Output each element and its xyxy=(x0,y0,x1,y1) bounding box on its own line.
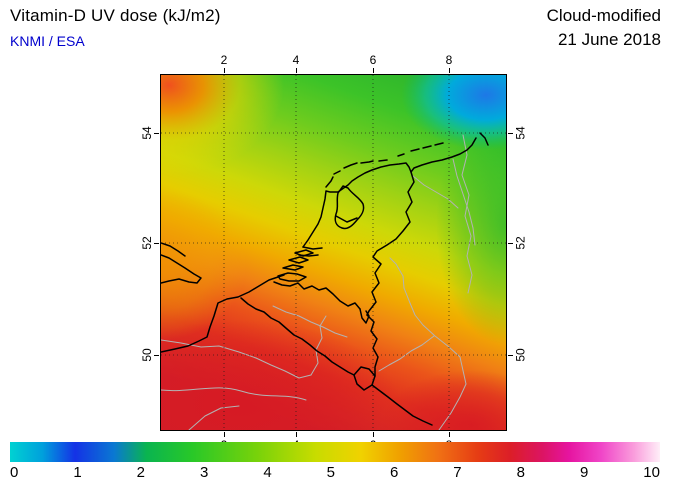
lon-tick xyxy=(373,432,374,437)
lat-tick-label-right: 52 xyxy=(513,236,527,250)
lon-tick xyxy=(449,68,450,73)
colorbar-tick-label: 4 xyxy=(263,464,272,481)
lat-tick xyxy=(154,133,159,134)
colorbar-tick-label: 0 xyxy=(10,464,19,481)
colorbar-labels: 0 1 2 3 4 5 6 7 8 9 10 xyxy=(10,464,660,481)
header-left: Vitamin-D UV dose (kJ/m2) KNMI / ESA xyxy=(10,6,221,49)
lon-tick xyxy=(224,432,225,437)
colorbar-tick-label: 1 xyxy=(73,464,82,481)
lon-tick xyxy=(296,68,297,73)
lon-tick xyxy=(296,432,297,437)
lon-tick-label-top: 4 xyxy=(292,53,300,67)
data-source: KNMI / ESA xyxy=(10,33,85,49)
map-frame: 2 4 6 8 2 4 6 8 54 52 50 54 52 50 xyxy=(140,53,527,452)
lat-tick xyxy=(508,133,513,134)
uv-dose-field-map xyxy=(161,75,506,430)
lat-tick-label-right: 54 xyxy=(513,126,527,140)
lat-tick-label-left: 54 xyxy=(140,126,154,140)
lon-tick-label-top: 2 xyxy=(220,53,228,67)
dose-color-field xyxy=(161,75,506,430)
colorbar-tick-label: 5 xyxy=(326,464,335,481)
colorbar-tick-label: 9 xyxy=(579,464,589,481)
lat-tick xyxy=(154,243,159,244)
mode-label: Cloud-modified xyxy=(546,6,661,25)
lon-tick-label-top: 8 xyxy=(445,53,453,67)
colorbar-gradient xyxy=(10,442,660,462)
lat-tick xyxy=(508,355,513,356)
lat-tick xyxy=(154,355,159,356)
colorbar-tick-label: 10 xyxy=(643,464,660,481)
lat-tick-label-right: 50 xyxy=(513,348,527,362)
colorbar-tick-label: 3 xyxy=(199,464,209,481)
date-label: 21 June 2018 xyxy=(557,30,661,49)
page-title: Vitamin-D UV dose (kJ/m2) xyxy=(10,6,221,25)
lon-tick xyxy=(373,68,374,73)
lat-tick xyxy=(508,243,513,244)
graticule-grid xyxy=(161,75,506,430)
lon-tick xyxy=(449,432,450,437)
header-right: Cloud-modified 21 June 2018 xyxy=(547,4,661,52)
colorbar-tick-label: 6 xyxy=(389,464,399,481)
lat-tick-label-left: 50 xyxy=(140,348,154,362)
colorbar-tick-label: 7 xyxy=(453,464,462,481)
coastline-and-border-lines xyxy=(161,132,489,426)
lat-tick-label-left: 52 xyxy=(140,236,154,250)
lon-tick-label-top: 6 xyxy=(369,53,377,67)
lon-tick xyxy=(224,68,225,73)
colorbar-tick-label: 2 xyxy=(136,464,145,481)
colorbar-tick-label: 8 xyxy=(516,464,525,481)
